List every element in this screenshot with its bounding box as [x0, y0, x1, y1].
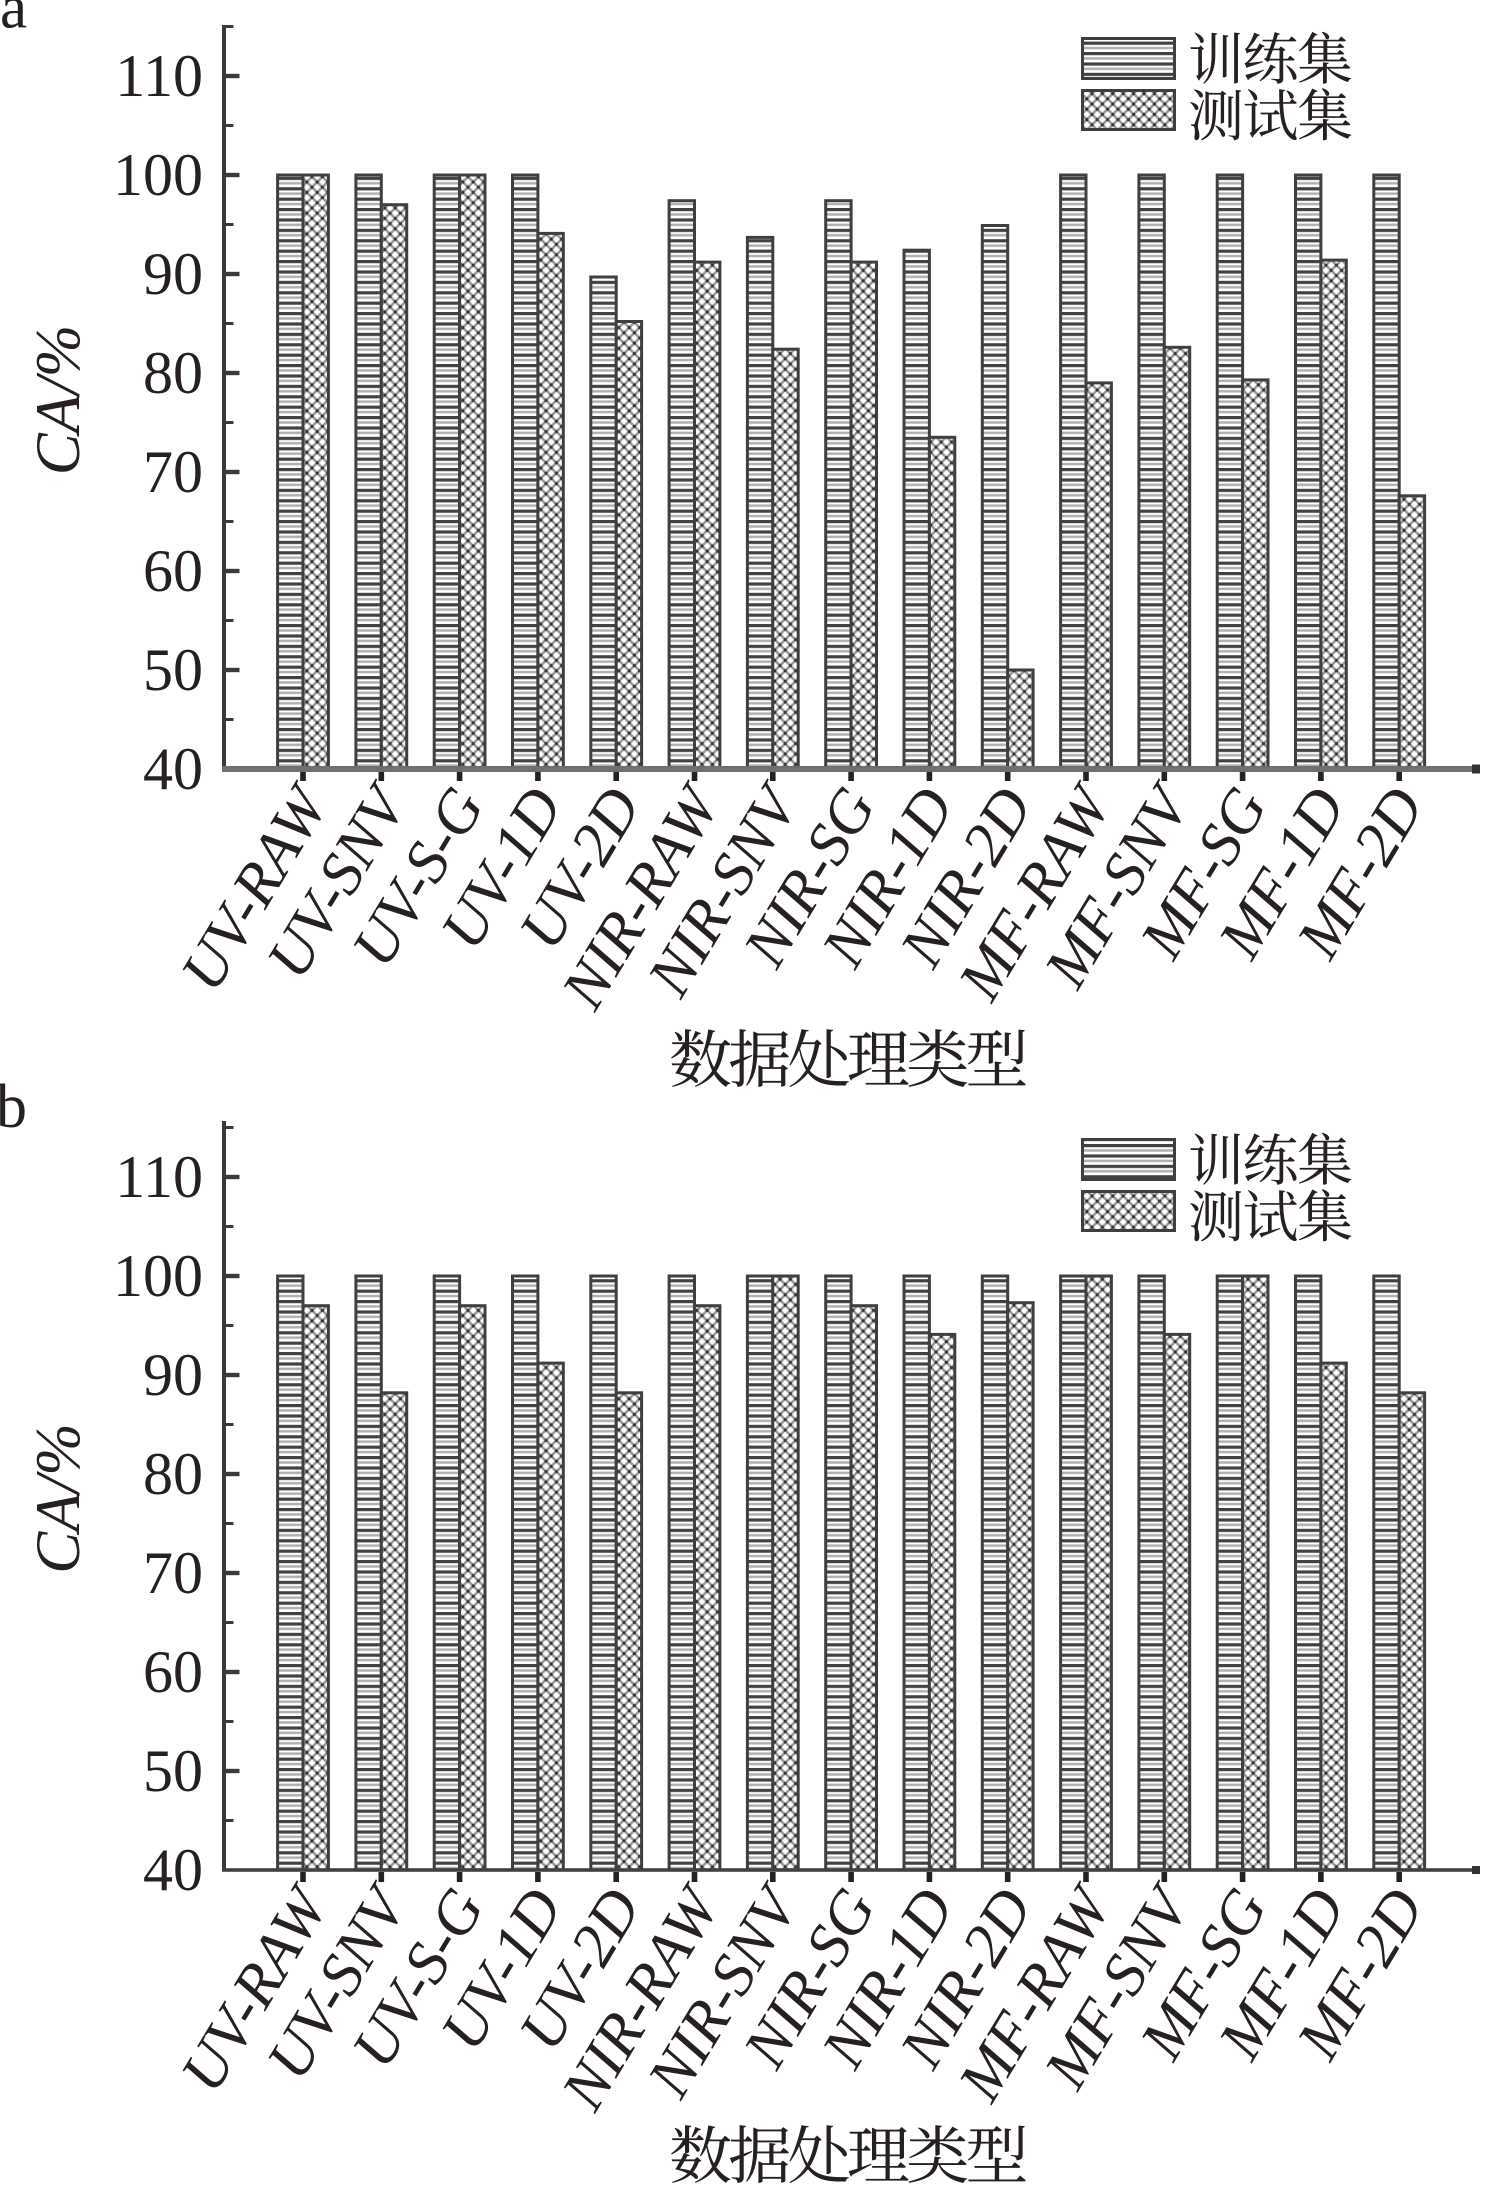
svg-text:40: 40 [143, 1837, 203, 1903]
svg-text:CA/%: CA/% [23, 1423, 93, 1574]
svg-text:50: 50 [143, 1738, 203, 1804]
svg-text:b: b [0, 1073, 27, 1141]
svg-text:80: 80 [143, 340, 203, 406]
svg-text:a: a [0, 0, 27, 42]
svg-text:80: 80 [143, 1441, 203, 1507]
svg-text:60: 60 [143, 1639, 203, 1705]
svg-text:CA/%: CA/% [23, 325, 93, 476]
svg-text:100: 100 [113, 1243, 203, 1309]
svg-text:60: 60 [143, 538, 203, 604]
svg-text:100: 100 [113, 142, 203, 208]
svg-text:50: 50 [143, 637, 203, 703]
svg-text:70: 70 [143, 1540, 203, 1606]
svg-text:110: 110 [115, 43, 203, 109]
svg-text:40: 40 [143, 736, 203, 802]
svg-text:90: 90 [143, 1342, 203, 1408]
svg-text:70: 70 [143, 439, 203, 505]
svg-text:110: 110 [115, 1144, 203, 1210]
svg-text:90: 90 [143, 241, 203, 307]
